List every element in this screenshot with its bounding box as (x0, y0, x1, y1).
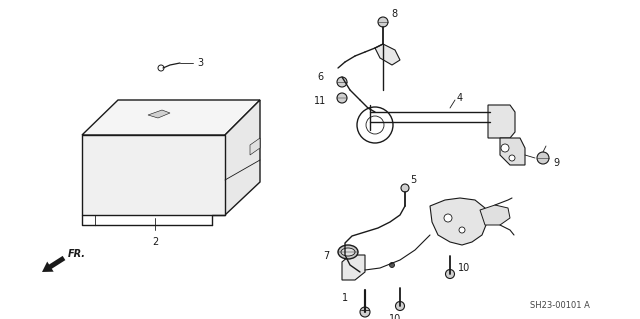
Circle shape (158, 65, 164, 71)
Circle shape (366, 116, 384, 134)
Ellipse shape (338, 245, 358, 259)
Circle shape (459, 227, 465, 233)
Text: 6: 6 (317, 72, 323, 82)
Circle shape (360, 307, 370, 317)
Circle shape (401, 184, 409, 192)
Polygon shape (500, 138, 525, 165)
Polygon shape (488, 105, 515, 138)
Text: 1: 1 (342, 293, 348, 303)
Text: 10: 10 (458, 263, 470, 273)
Text: FR.: FR. (68, 249, 86, 259)
Ellipse shape (341, 248, 355, 256)
Circle shape (337, 93, 347, 103)
Circle shape (445, 270, 454, 278)
Polygon shape (82, 100, 260, 135)
Polygon shape (225, 100, 260, 215)
Circle shape (378, 17, 388, 27)
Text: 4: 4 (457, 93, 463, 103)
Circle shape (537, 152, 549, 164)
Text: 2: 2 (152, 237, 158, 247)
FancyArrow shape (42, 256, 65, 272)
Polygon shape (342, 255, 365, 280)
Circle shape (501, 144, 509, 152)
Polygon shape (375, 44, 400, 65)
Text: 3: 3 (197, 58, 203, 68)
Circle shape (396, 301, 404, 310)
Circle shape (390, 263, 394, 268)
Circle shape (509, 155, 515, 161)
Text: 9: 9 (553, 158, 559, 168)
Polygon shape (82, 135, 225, 215)
Text: 10: 10 (389, 314, 401, 319)
Text: 7: 7 (323, 251, 329, 261)
Circle shape (337, 77, 347, 87)
Circle shape (444, 214, 452, 222)
Text: 5: 5 (410, 175, 416, 185)
Polygon shape (148, 110, 170, 118)
Text: SH23-00101 A: SH23-00101 A (530, 300, 590, 309)
Polygon shape (250, 138, 260, 155)
Polygon shape (430, 198, 488, 245)
Text: 11: 11 (314, 96, 326, 106)
Circle shape (357, 107, 393, 143)
Polygon shape (480, 205, 510, 225)
Text: 8: 8 (391, 9, 397, 19)
